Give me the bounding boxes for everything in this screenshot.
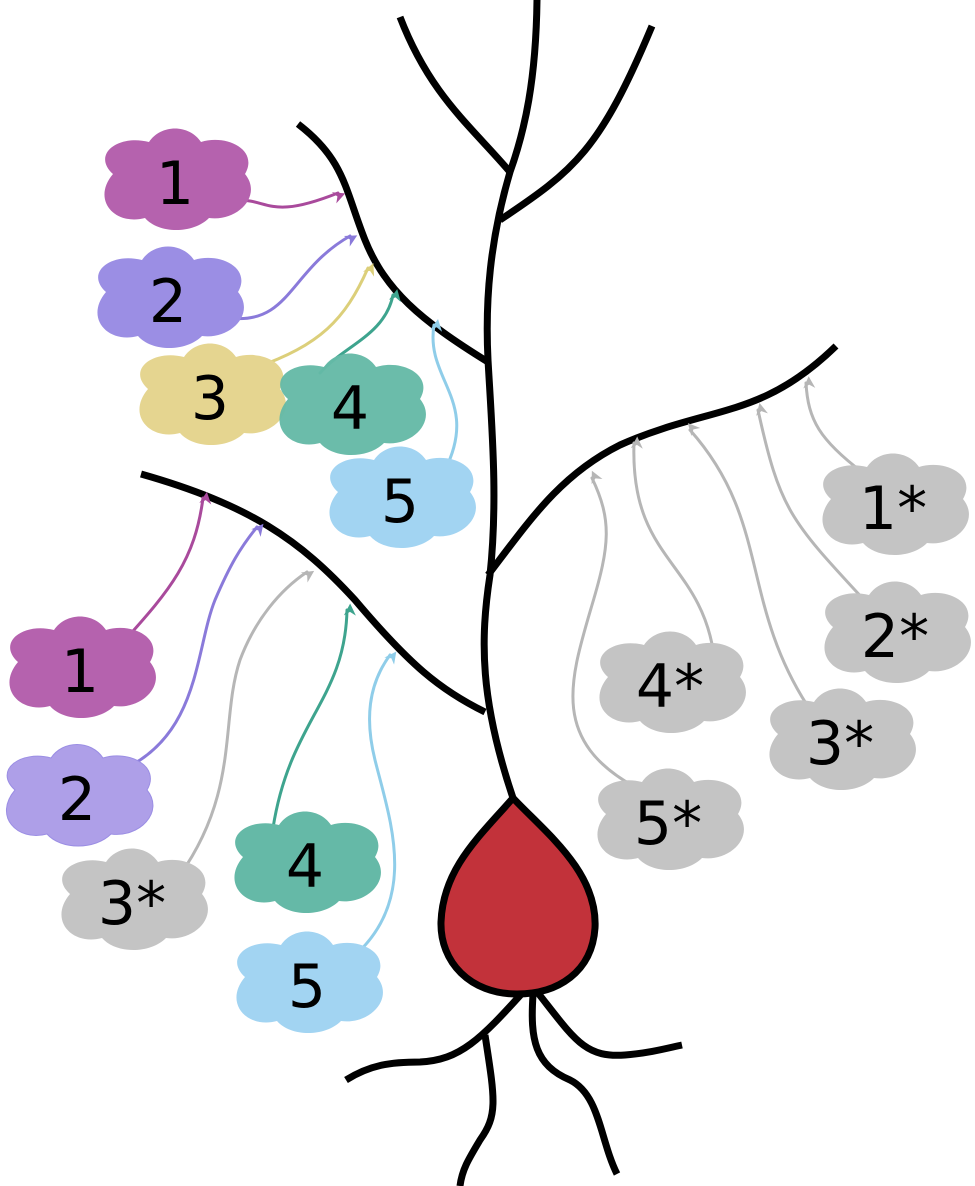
cloud-right-5-label: 5*: [634, 789, 702, 859]
arrow-left-1: [123, 491, 212, 642]
right-dendrite: [485, 343, 839, 578]
cloud-right-1-label: 1*: [859, 474, 927, 544]
cloud-top-2: 2: [97, 246, 244, 348]
cloud-left-1-label: 1: [61, 637, 99, 707]
cloud-top-4-label: 4: [331, 374, 369, 444]
cloud-right-4-label: 4*: [636, 652, 704, 722]
cloud-top-1-label: 1: [156, 149, 194, 219]
upper-input-group: 1 2 3 4 5: [97, 128, 476, 548]
arrow-right-3: [687, 423, 809, 707]
basal-dendrite-right-upper: [535, 990, 683, 1059]
cloud-right-1: 1*: [822, 453, 969, 555]
arrow-top-2: [228, 234, 358, 321]
arrow-top-1: [236, 191, 346, 209]
arrow-right-1: [803, 376, 864, 474]
arrow-left-2: [120, 523, 264, 772]
cloud-right-3: 3*: [769, 688, 916, 790]
arrow-right-5: [571, 470, 637, 789]
arrow-left-4: [271, 603, 356, 830]
cloud-top-3: 3: [139, 343, 286, 445]
cloud-left-2: 2: [5, 744, 154, 847]
cloud-right-4: 4*: [599, 631, 746, 733]
cloud-right-2-label: 2*: [861, 602, 929, 672]
cloud-right-3-label: 3*: [806, 709, 874, 779]
arrow-left-5: [350, 651, 397, 960]
cloud-top-4: 4: [279, 353, 426, 455]
arrow-right-2: [756, 402, 868, 604]
cloud-right-5: 5*: [597, 768, 744, 870]
top-left-dendrite: [396, 15, 513, 175]
arrow-right-4: [630, 436, 716, 657]
cloud-left-3-label: 3*: [98, 869, 166, 939]
cloud-left-4: 4: [234, 811, 381, 913]
soma: [437, 792, 599, 998]
basal-dendrite-left: [344, 987, 528, 1083]
cloud-left-5-label: 5: [288, 952, 326, 1022]
basal-dendrite-middle: [456, 1034, 497, 1186]
top-right-dendrite: [498, 24, 656, 223]
arrow-top-3: [253, 263, 375, 370]
basal-dendrite-right-lower: [528, 994, 621, 1176]
arrow-left-3: [178, 570, 315, 877]
main-apical-dendrite: [480, 0, 541, 800]
cloud-top-5-label: 5: [381, 467, 419, 537]
cloud-top-1: 1: [104, 128, 251, 230]
upper-left-dendrite: [295, 121, 490, 365]
cloud-top-5: 5: [329, 446, 476, 548]
cloud-top-2-label: 2: [149, 267, 187, 337]
cloud-left-5: 5: [236, 931, 383, 1033]
left-input-group: 1 2 3* 4 5: [5, 491, 397, 1033]
arrow-top-5: [430, 318, 459, 472]
lower-left-dendrite: [140, 470, 487, 716]
cloud-right-2: 2*: [824, 581, 971, 683]
right-input-group: 1* 2* 3* 4* 5*: [571, 376, 971, 870]
neuron: [140, 0, 839, 1186]
cloud-top-3-label: 3: [191, 364, 229, 434]
cloud-left-2-label: 2: [58, 765, 96, 835]
cloud-left-1: 1: [9, 616, 156, 718]
cloud-left-4-label: 4: [286, 832, 324, 902]
cloud-left-3: 3*: [61, 848, 208, 950]
